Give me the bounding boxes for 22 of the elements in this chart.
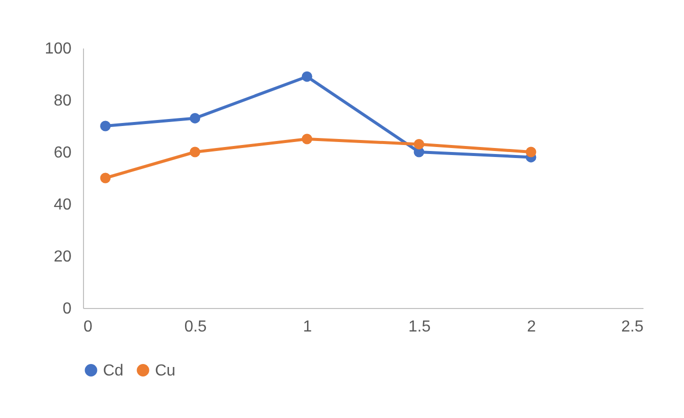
point (526, 146, 536, 158)
y-tick-label: 80 (54, 92, 72, 110)
y-tick-label: 40 (54, 196, 72, 214)
y-tick-label: 0 (62, 300, 72, 318)
legend-label: Cd (103, 362, 124, 380)
point (302, 134, 312, 144)
y-tick-label: 20 (54, 248, 72, 266)
point (190, 112, 200, 124)
x-tick-label: 1.5 (408, 318, 431, 336)
x-tick-label: 0 (84, 318, 92, 336)
x-tick-label: 1 (303, 318, 312, 336)
point (100, 120, 111, 132)
point (190, 146, 200, 158)
legend-label: Cu (155, 362, 176, 380)
point (100, 172, 111, 184)
point (414, 138, 424, 150)
y-tick-label: 100 (44, 40, 72, 58)
y-tick-label: 60 (54, 144, 72, 162)
x-tick-label: 2 (527, 318, 536, 336)
x-tick-label: 0.5 (184, 318, 207, 336)
point (302, 71, 312, 82)
x-tick-label: 2.5 (621, 318, 644, 336)
